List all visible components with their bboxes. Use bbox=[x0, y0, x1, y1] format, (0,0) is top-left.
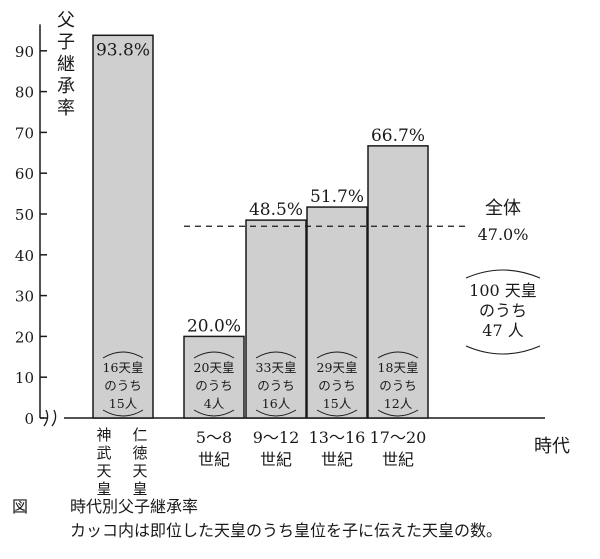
bar bbox=[183, 335, 245, 419]
bar-value-label: 66.7% bbox=[371, 126, 425, 146]
x-category-label: 世紀 bbox=[382, 450, 414, 469]
y-tick-label: 20 bbox=[15, 328, 34, 346]
caption-title: 時代別父子継承率 bbox=[70, 497, 199, 516]
y-tick-label: 70 bbox=[15, 124, 34, 142]
bar bbox=[367, 145, 429, 419]
x-category-label: 仁 bbox=[132, 426, 147, 444]
x-category-label: 17〜20 bbox=[370, 428, 427, 447]
bar-inner-note: のうち bbox=[257, 378, 295, 393]
note-bracket-top bbox=[193, 351, 235, 359]
y-axis-label-char: 子 bbox=[57, 32, 75, 53]
y-axis-label-char: 父 bbox=[57, 10, 75, 31]
reference-note: のうち bbox=[479, 301, 527, 320]
note-bracket-top bbox=[316, 351, 358, 359]
bar bbox=[92, 34, 154, 419]
bar-inner-note: 29天皇 bbox=[317, 360, 358, 375]
bar-inner-note: のうち bbox=[195, 378, 233, 393]
y-axis-label-char: 率 bbox=[57, 98, 75, 119]
caption-note: カッコ内は即位した天皇のうち皇位を子に伝えた天皇の数。 bbox=[70, 521, 503, 540]
x-category-label: 世紀 bbox=[198, 450, 230, 469]
note-bracket-top bbox=[102, 351, 144, 359]
bar bbox=[245, 219, 307, 419]
x-category-label: 皇 bbox=[96, 480, 111, 498]
x-category-label: 天 bbox=[132, 462, 147, 480]
x-category-label: 徳 bbox=[132, 444, 147, 462]
x-category-label: 神 bbox=[96, 426, 111, 444]
bar-inner-note: 16人 bbox=[262, 396, 291, 411]
bar bbox=[306, 206, 368, 419]
reference-label: 全体 bbox=[485, 198, 521, 219]
bar-inner-note: 15人 bbox=[323, 396, 352, 411]
note-bracket-bottom bbox=[316, 409, 358, 417]
y-tick-label: 80 bbox=[15, 84, 34, 102]
bar-value-label: 20.0% bbox=[187, 316, 241, 336]
note-bracket-top bbox=[377, 351, 419, 359]
y-axis-label-char: 承 bbox=[57, 76, 75, 97]
x-category-label: 9〜12 bbox=[253, 428, 300, 447]
axis-break-mark bbox=[51, 409, 57, 427]
bar-inner-note: 20天皇 bbox=[194, 360, 235, 375]
bar-inner-note: 16天皇 bbox=[103, 360, 144, 375]
caption-label: 図 bbox=[12, 497, 29, 516]
reference-note: 100 天皇 bbox=[469, 281, 537, 300]
y-tick-label: 50 bbox=[15, 206, 34, 224]
x-category-label: 世紀 bbox=[321, 450, 353, 469]
x-category-label: 13〜16 bbox=[309, 428, 366, 447]
y-tick-label: 30 bbox=[15, 288, 34, 306]
reference-note-bracket-top bbox=[465, 269, 541, 279]
x-category-label: 皇 bbox=[132, 480, 147, 498]
chart-svg: 0102030405060708090父子継承率時代93.8%16天皇のうち15… bbox=[15, 10, 570, 498]
y-tick-label: 60 bbox=[15, 165, 34, 183]
note-bracket-bottom bbox=[255, 409, 297, 417]
y-tick-label: 90 bbox=[15, 43, 34, 61]
bar-inner-note: のうち bbox=[379, 378, 417, 393]
note-bracket-bottom bbox=[377, 409, 419, 417]
bar-value-label: 48.5% bbox=[249, 200, 303, 220]
x-axis-label: 時代 bbox=[534, 436, 570, 457]
note-bracket-top bbox=[255, 351, 297, 359]
figure-caption: 図 時代別父子継承率 カッコ内は即位した天皇のうち皇位を子に伝えた天皇の数。 bbox=[12, 495, 592, 543]
x-category-label: 世紀 bbox=[260, 450, 292, 469]
reference-note-bracket-bottom bbox=[465, 345, 541, 355]
bar-inner-note: のうち bbox=[104, 378, 142, 393]
bar-inner-note: 33天皇 bbox=[256, 360, 297, 375]
bar-inner-note: のうち bbox=[318, 378, 356, 393]
y-tick-label: 40 bbox=[15, 247, 34, 265]
bar-inner-note: 15人 bbox=[109, 396, 138, 411]
axis-break-mark bbox=[43, 409, 49, 427]
bar-value-label: 93.8% bbox=[96, 40, 150, 60]
x-category-label: 武 bbox=[96, 444, 111, 462]
x-category-label: 5〜8 bbox=[196, 428, 232, 447]
bar-inner-note: 4人 bbox=[204, 396, 225, 411]
reference-note: 47 人 bbox=[482, 321, 523, 340]
bar-value-label: 51.7% bbox=[310, 187, 364, 207]
x-category-label: 天 bbox=[96, 462, 111, 480]
bar-inner-note: 12人 bbox=[384, 396, 413, 411]
note-bracket-bottom bbox=[102, 409, 144, 417]
note-bracket-bottom bbox=[193, 409, 235, 417]
reference-value-label: 47.0% bbox=[478, 225, 529, 244]
y-axis-label-char: 継 bbox=[57, 54, 75, 75]
y-tick-label: 0 bbox=[24, 410, 34, 428]
bar-inner-note: 18天皇 bbox=[378, 360, 419, 375]
y-tick-label: 10 bbox=[15, 369, 34, 387]
